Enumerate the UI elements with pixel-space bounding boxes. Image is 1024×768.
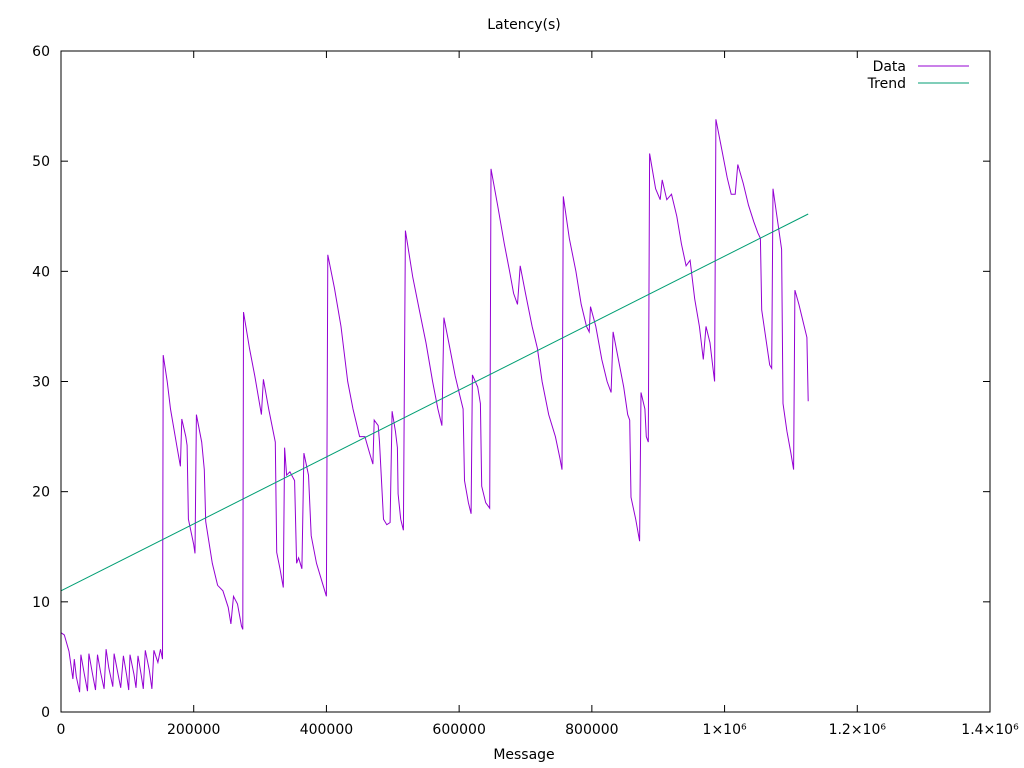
y-tick-label: 20 [32,485,50,501]
x-tick-label: 600000 [432,722,485,738]
y-tick-label: 10 [32,595,50,611]
x-tick-label: 1.2×10⁶ [829,722,887,738]
plot-frame [60,50,991,713]
series-line-trend [60,213,809,592]
y-tick-label: 60 [32,44,50,60]
series-layer [60,119,809,693]
x-tick-label: 0 [57,722,66,738]
y-tick-label: 30 [32,375,50,391]
x-tick-label: 200000 [167,722,220,738]
y-tick-label: 40 [32,264,50,280]
x-tick-label: 800000 [565,722,618,738]
y-tick-label: 50 [32,154,50,170]
x-axis-label: Message [493,747,554,763]
x-axis-ticks: 0 200000 400000 600000 800000 1×10⁶ 1.2×10⁶ 1.4… [57,51,1019,738]
y-axis-ticks: 0 10 20 30 40 50 60 [32,44,990,721]
x-tick-label: 1×10⁶ [703,722,747,738]
chart-title: Latency(s) [487,17,561,33]
y-tick-label: 0 [41,705,50,721]
x-tick-label: 1.4×10⁶ [961,722,1019,738]
legend-label-trend: Trend [867,76,906,92]
legend-label-data: Data [873,59,906,75]
series-line-data [60,119,809,693]
x-tick-label: 400000 [300,722,353,738]
